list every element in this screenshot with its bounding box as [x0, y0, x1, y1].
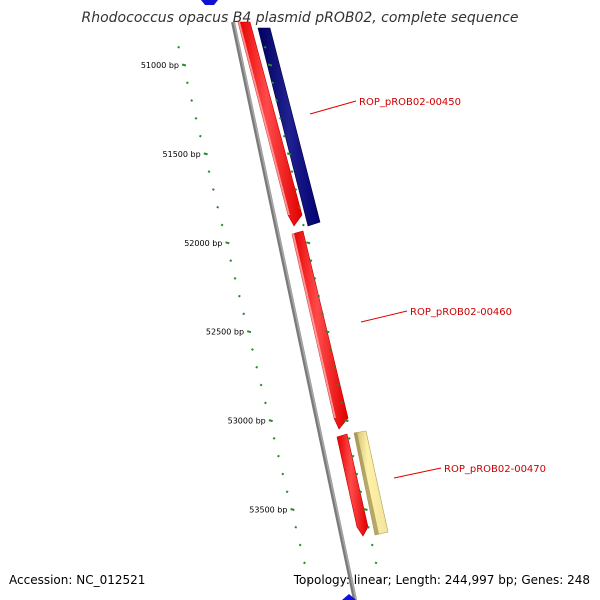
ruler-minor-tick-right — [328, 348, 332, 351]
callout-line-00460 — [360, 310, 408, 323]
ruler-minor-tick-left — [277, 454, 280, 458]
gene-arrow-00460-shade — [292, 233, 336, 418]
tick-label: 52500 bp — [206, 328, 244, 337]
ruler-minor-tick-left — [177, 45, 181, 49]
ruler-minor-tick-left — [194, 116, 198, 120]
ruler-minor-tick-right — [336, 383, 340, 387]
ruler-minor-tick-right — [332, 365, 336, 369]
tick-label: 53000 bp — [228, 417, 266, 426]
gene-label-00450: ROP_pROB02-00450 — [359, 97, 461, 108]
ruler-minor-tick-right — [378, 579, 382, 582]
callout-line-00470 — [393, 467, 442, 479]
accession-label: Accession: NC_012521 — [9, 573, 146, 587]
ruler-major-tick-left — [290, 508, 295, 511]
ruler-minor-tick-left — [255, 365, 259, 369]
ruler-minor-tick-right — [294, 188, 298, 191]
ruler-major-tick-right — [306, 241, 311, 245]
ruler-minor-tick-left — [303, 561, 306, 565]
ruler-major-tick-left — [203, 152, 208, 156]
ruler-minor-tick-right — [317, 294, 321, 298]
ruler-minor-tick-left — [281, 472, 285, 476]
page-title: Rhodococcus opacus B4 plasmid pROB02, co… — [81, 10, 519, 26]
ruler-minor-tick-right — [359, 490, 363, 494]
ruler-minor-tick-left — [185, 81, 189, 85]
gene-arrow-00470 — [336, 433, 369, 537]
ruler-minor-tick-right — [271, 81, 275, 85]
ruler-major-tick-right — [267, 63, 273, 67]
ruler-minor-tick-right — [279, 116, 282, 120]
gene-feature-bottom — [342, 594, 356, 600]
tick-label: 51000 bp — [141, 61, 179, 70]
ruler-minor-tick-left — [207, 170, 211, 174]
gene-bar-00450-reverse — [257, 27, 321, 227]
ruler-minor-tick-left — [220, 223, 224, 227]
tick-label: 52000 bp — [184, 239, 222, 248]
ruler-minor-tick-right — [367, 525, 370, 529]
ruler-minor-tick-right — [370, 543, 374, 547]
gene-label-00470: ROP_pROB02-00470 — [444, 464, 546, 475]
gene-arrow-00450 — [237, 21, 303, 227]
gene-bar-00470-yellow-edge — [354, 432, 379, 535]
ruler-minor-tick-left — [229, 259, 233, 262]
tick-label: 51500 bp — [163, 150, 201, 159]
backbone-highlight — [233, 21, 357, 600]
ruler-major-tick-right — [363, 508, 368, 511]
ruler-major-tick-right — [325, 330, 330, 334]
ruler-minor-tick-left — [211, 188, 215, 191]
ruler-minor-tick-left — [264, 401, 267, 405]
ruler-major-tick-left — [181, 63, 187, 67]
ruler-minor-tick-right — [290, 170, 294, 174]
ruler-minor-tick-left — [307, 579, 311, 582]
ruler-minor-tick-right — [309, 259, 313, 262]
gene-arrow-00450-shade — [238, 22, 290, 215]
ruler-minor-tick-left — [272, 437, 276, 440]
callout-line-00450 — [309, 100, 357, 115]
ruler-minor-tick-left — [298, 543, 302, 547]
ruler-minor-tick-right — [282, 134, 286, 138]
gene-label-00460: ROP_pROB02-00460 — [410, 307, 512, 318]
ruler-minor-tick-right — [347, 437, 351, 440]
ruler-major-tick-right — [344, 419, 349, 423]
ruler-minor-tick-right — [321, 312, 324, 316]
ruler-minor-tick-left — [285, 490, 289, 494]
ruler-minor-tick-left — [259, 383, 263, 387]
tick-label: 53500 bp — [249, 506, 287, 515]
backbone-line — [231, 21, 357, 600]
ruler-minor-tick-left — [198, 134, 202, 138]
ruler-major-tick-left — [246, 330, 252, 334]
ruler-minor-tick-left — [294, 525, 298, 529]
ruler-minor-tick-right — [302, 223, 305, 227]
gene-feature-top — [201, 0, 218, 5]
ruler-minor-tick-left — [238, 294, 241, 298]
ruler-minor-tick-right — [275, 99, 279, 102]
ruler-major-tick-left — [268, 419, 273, 423]
ruler-minor-tick-right — [263, 45, 267, 49]
ruler-major-tick-left — [225, 241, 230, 245]
ruler-minor-tick-right — [374, 561, 378, 565]
ruler-major-tick-right — [286, 152, 292, 156]
ruler-minor-tick-left — [251, 348, 254, 351]
ruler-minor-tick-right — [313, 276, 317, 280]
ruler-minor-tick-right — [351, 454, 355, 458]
ruler-minor-tick-left — [190, 99, 194, 102]
ruler-minor-tick-left — [242, 312, 246, 316]
gene-arrow-00460 — [291, 230, 349, 430]
ruler-minor-tick-right — [298, 205, 301, 209]
ruler-minor-tick-left — [233, 276, 237, 280]
tick-layer: 51000 bp 51500 bp 52000 bp 52500 bp 53000 bp… — [141, 45, 382, 582]
sequence-summary: Topology: linear; Length: 244,997 bp; Ge… — [293, 573, 590, 587]
ruler-minor-tick-right — [355, 472, 359, 476]
ruler-minor-tick-right — [340, 401, 344, 405]
ruler-minor-tick-left — [216, 205, 220, 209]
